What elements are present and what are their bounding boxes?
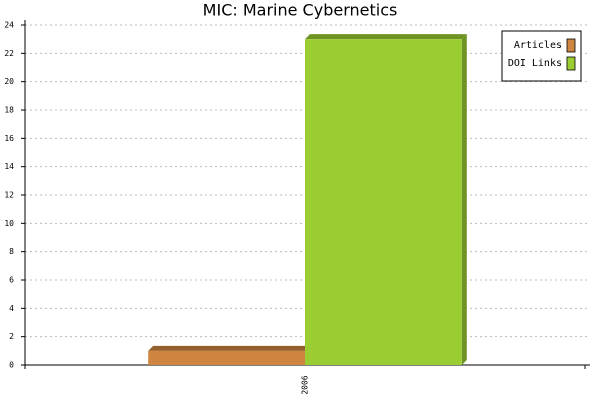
y-tick-label: 10 <box>4 219 14 228</box>
x-tick-label: 2006 <box>301 375 310 394</box>
legend-box <box>501 30 582 82</box>
legend-swatch <box>566 56 576 71</box>
y-tick-label: 18 <box>4 106 14 115</box>
chart-title: MIC: Marine Cybernetics <box>203 1 398 20</box>
bar-top <box>305 34 467 40</box>
y-tick-label: 20 <box>4 77 14 86</box>
bar-side <box>461 34 467 366</box>
bar <box>148 350 305 365</box>
y-tick-label: 8 <box>9 247 14 256</box>
y-tick-label: 22 <box>4 49 14 58</box>
y-tick-label: 2 <box>9 332 14 341</box>
legend-label: DOI Links <box>508 58 562 69</box>
bar <box>305 39 462 366</box>
y-tick-label: 14 <box>4 162 14 171</box>
legend-swatch <box>566 38 576 53</box>
y-tick-label: 12 <box>4 191 14 200</box>
y-tick-label: 6 <box>9 276 14 285</box>
y-tick-label: 24 <box>4 21 14 30</box>
legend-label: Articles <box>514 40 562 51</box>
y-tick-label: 0 <box>9 361 14 370</box>
y-tick-label: 4 <box>9 304 14 313</box>
y-tick-label: 16 <box>4 134 14 143</box>
bar-top <box>148 345 310 351</box>
